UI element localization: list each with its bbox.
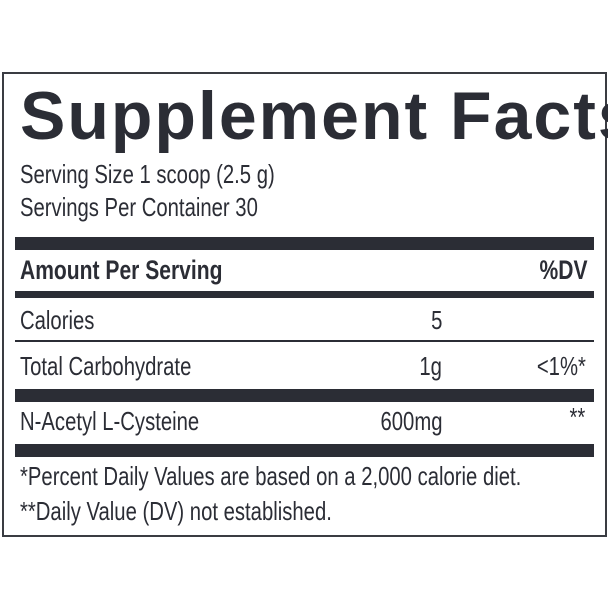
thick-rule-bottom <box>15 444 594 457</box>
row-nac-amount: 600mg <box>379 406 442 436</box>
row-nac-dv: ** <box>569 402 585 432</box>
serving-size: Serving Size 1 scoop (2.5 g) <box>20 159 275 189</box>
dv-header-label: %DV <box>540 255 588 285</box>
servings-per-container: Servings Per Container 30 <box>20 192 258 222</box>
supplement-facts-panel: Supplement Facts Serving Size 1 scoop (2… <box>2 72 608 537</box>
row-nac-name: N-Acetyl L-Cysteine <box>20 406 200 436</box>
footnote-daily-values: *Percent Daily Values are based on a 2,0… <box>20 461 522 491</box>
thick-rule-middle <box>15 389 594 402</box>
row-calories-amount: 5 <box>430 305 442 335</box>
thick-rule-top <box>15 237 594 250</box>
thin-rule <box>15 340 594 342</box>
row-calories-name: Calories <box>20 305 95 335</box>
row-carbohydrate-name: Total Carbohydrate <box>20 351 192 381</box>
row-carbohydrate-dv: <1%* <box>536 351 586 381</box>
footnote-dv-not-established: **Daily Value (DV) not established. <box>20 496 332 526</box>
medium-rule <box>15 291 594 298</box>
label-title: Supplement Facts <box>20 78 608 154</box>
amount-per-serving-label: Amount Per Serving <box>20 255 223 285</box>
row-carbohydrate-amount: 1g <box>419 351 442 381</box>
